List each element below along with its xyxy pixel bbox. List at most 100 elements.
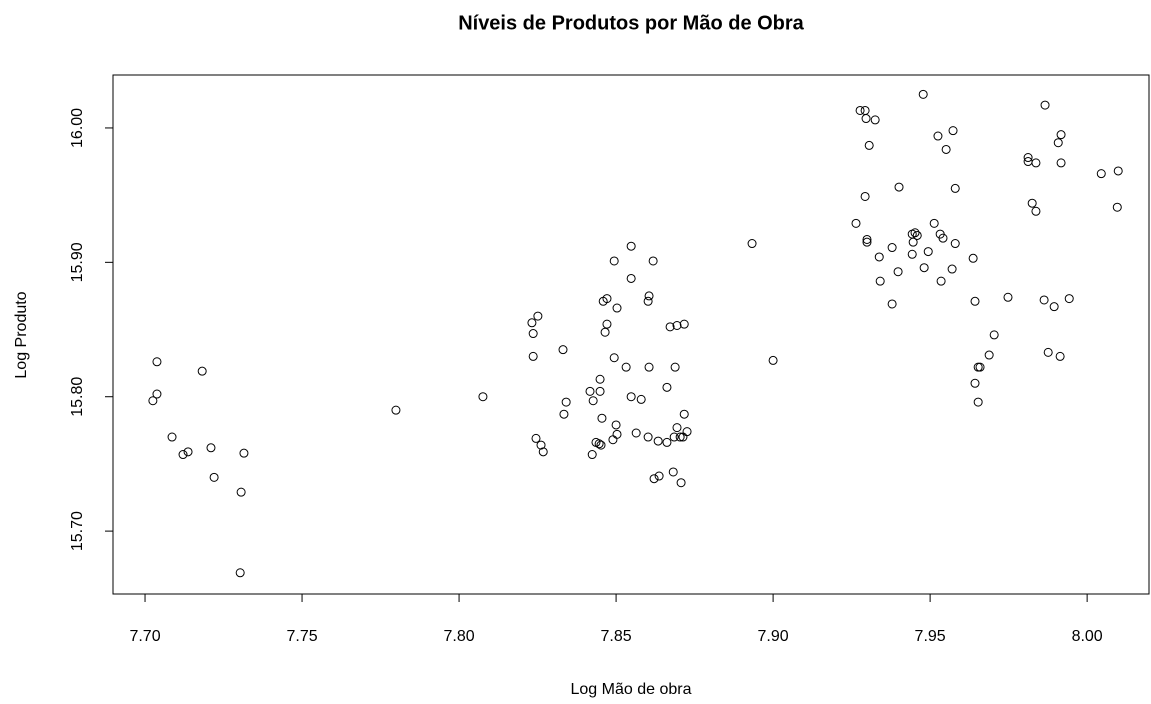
point: [862, 234, 872, 244]
x-axis-label: Log Mão de obra: [571, 681, 692, 698]
point: [197, 366, 207, 376]
point: [1096, 169, 1106, 179]
x-tick-label: 8.00: [1072, 628, 1103, 645]
point: [649, 474, 659, 484]
point: [587, 450, 597, 460]
point: [941, 144, 951, 154]
point: [631, 428, 641, 438]
point: [907, 249, 917, 259]
point: [861, 114, 871, 124]
plot-frame: [112, 74, 1150, 595]
point: [595, 386, 605, 396]
point: [855, 105, 865, 115]
point: [653, 436, 663, 446]
point: [860, 191, 870, 201]
point: [919, 263, 929, 273]
point: [675, 432, 685, 442]
point: [1056, 130, 1066, 140]
point: [948, 126, 958, 136]
point: [678, 432, 688, 442]
point: [602, 294, 612, 304]
point: [1064, 294, 1074, 304]
point: [594, 439, 604, 449]
point: [527, 318, 537, 328]
point: [947, 264, 957, 274]
chart-title: Níveis de Produtos por Mão de Obra: [458, 12, 804, 34]
point: [1056, 158, 1066, 168]
point: [768, 355, 778, 365]
y-tick-label: 15.80: [69, 377, 86, 417]
point: [665, 322, 675, 332]
point: [1113, 166, 1123, 176]
point: [950, 183, 960, 193]
point: [912, 230, 922, 240]
point: [596, 440, 606, 450]
point: [1053, 138, 1063, 148]
point: [626, 241, 636, 251]
point: [538, 447, 548, 457]
point: [585, 386, 595, 396]
point: [559, 409, 569, 419]
point: [643, 432, 653, 442]
point: [1049, 302, 1059, 312]
point: [528, 351, 538, 361]
point: [874, 252, 884, 262]
point: [597, 413, 607, 423]
point: [1043, 347, 1053, 357]
point: [178, 450, 188, 460]
point: [676, 478, 686, 488]
point: [936, 276, 946, 286]
point: [644, 362, 654, 372]
point: [626, 273, 636, 283]
point: [929, 218, 939, 228]
point: [1031, 158, 1041, 168]
point: [887, 299, 897, 309]
point: [612, 429, 622, 439]
y-tick-label: 15.90: [69, 242, 86, 282]
point: [973, 397, 983, 407]
x-tick-label: 7.85: [601, 628, 632, 645]
point: [662, 382, 672, 392]
point: [391, 405, 401, 415]
point: [910, 228, 920, 238]
point: [887, 243, 897, 253]
point: [183, 447, 193, 457]
point: [1040, 100, 1050, 110]
point: [670, 362, 680, 372]
point: [533, 311, 543, 321]
point: [1112, 202, 1122, 212]
point: [654, 471, 664, 481]
y-axis-label: Log Produto: [13, 291, 30, 378]
point: [595, 374, 605, 384]
point: [1031, 206, 1041, 216]
point: [870, 115, 880, 125]
x-tick-label: 7.90: [758, 628, 789, 645]
point: [611, 420, 621, 430]
point: [938, 233, 948, 243]
point: [975, 362, 985, 372]
point: [152, 389, 162, 399]
point: [864, 140, 874, 150]
point: [206, 443, 216, 453]
x-tick-label: 7.80: [443, 628, 474, 645]
point: [984, 350, 994, 360]
point: [612, 303, 622, 313]
x-tick-label: 7.95: [915, 628, 946, 645]
point: [851, 218, 861, 228]
point: [531, 433, 541, 443]
point: [679, 319, 689, 329]
point: [1023, 153, 1033, 163]
point: [970, 296, 980, 306]
point: [209, 472, 219, 482]
point: [558, 345, 568, 355]
point: [235, 568, 245, 578]
point: [893, 267, 903, 277]
point: [669, 432, 679, 442]
point: [148, 396, 158, 406]
point: [1055, 351, 1065, 361]
point: [588, 396, 598, 406]
point: [1039, 295, 1049, 305]
point: [602, 319, 612, 329]
